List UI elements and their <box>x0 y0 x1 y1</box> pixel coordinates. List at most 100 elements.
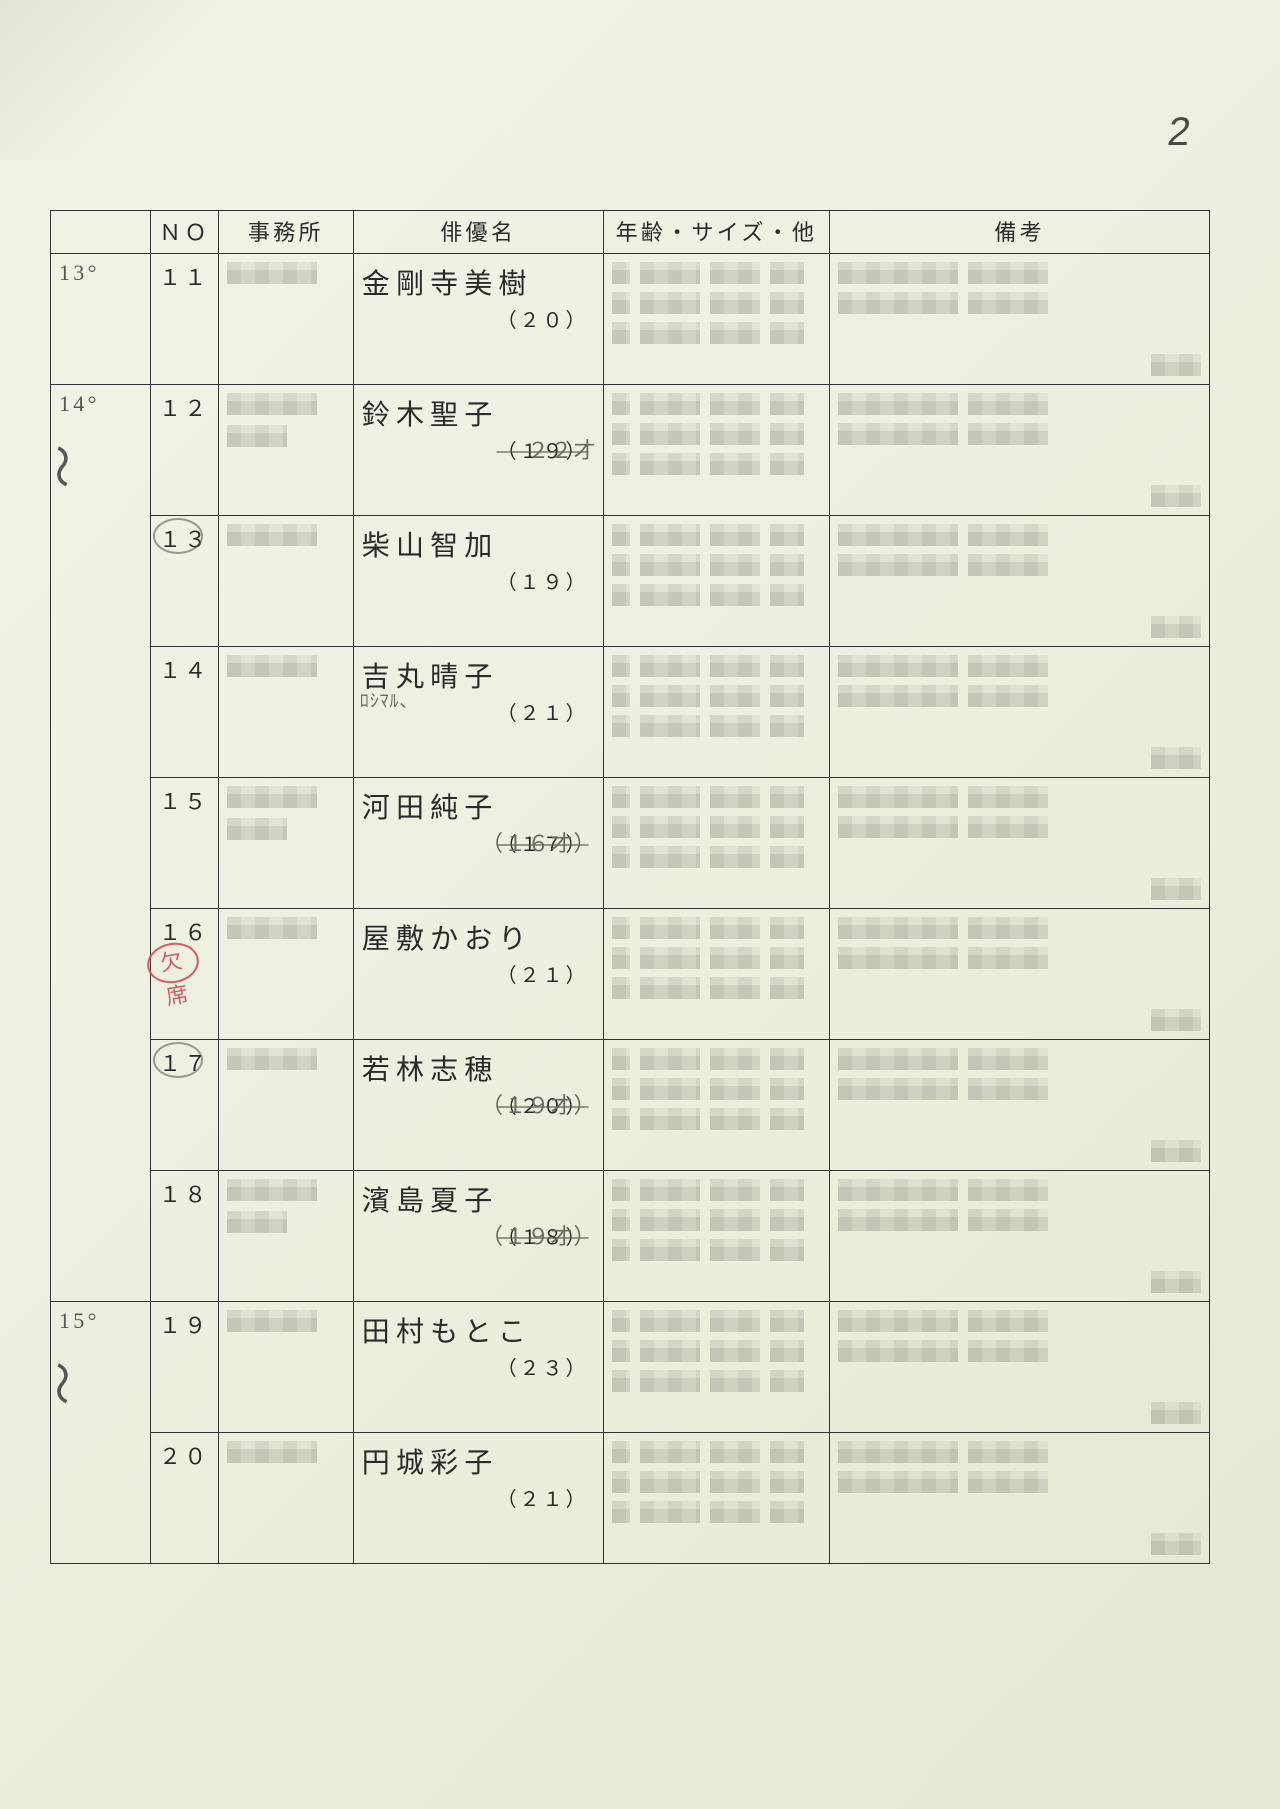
actor-name-cell: 田村もとこ（２３） <box>353 1302 603 1433</box>
actor-age-printed: （２１） <box>362 1483 589 1512</box>
actor-name-cell: 金剛寺美樹（２０） <box>353 254 603 385</box>
actor-name: 河田純子 <box>362 786 595 826</box>
note-cell-redacted <box>830 1302 1210 1433</box>
table-row: 13° １１ 金剛寺美樹（２０） <box>51 254 1210 385</box>
age-size-cell-redacted <box>603 1171 830 1302</box>
office-cell-redacted <box>218 909 353 1040</box>
actor-name: 濱島夏子 <box>362 1179 595 1219</box>
row-number: １９ <box>150 1302 218 1433</box>
actor-age-handwritten: （１９才） <box>481 1088 597 1120</box>
header-time <box>51 211 151 254</box>
header-note: 備考 <box>830 211 1210 254</box>
note-cell-redacted <box>830 647 1210 778</box>
age-size-cell-redacted <box>603 1302 830 1433</box>
office-cell-redacted <box>218 516 353 647</box>
row-number: １３ <box>150 516 218 647</box>
header-office: 事務所 <box>218 211 353 254</box>
time-slot: 15°〜 <box>51 1302 151 1564</box>
time-slot-label: 14° <box>59 391 100 416</box>
office-cell-redacted <box>218 385 353 516</box>
row-number: １５ <box>150 778 218 909</box>
note-cell-redacted <box>830 254 1210 385</box>
time-slot: 14°〜 <box>51 385 151 1302</box>
roster-table: ＮＯ 事務所 俳優名 年齢・サイズ・他 備考 13° １１ 金剛寺美樹（２０） 14°… <box>50 210 1210 1564</box>
row-number: １７ <box>150 1040 218 1171</box>
table-row: 14°〜１２鈴木聖子（１９）２２才 <box>51 385 1210 516</box>
time-range-icon: 〜 <box>38 1360 83 1428</box>
office-cell-redacted <box>218 254 353 385</box>
actor-age-handwritten: ２２才 <box>527 433 596 465</box>
actor-name: 柴山智加 <box>362 524 595 564</box>
actor-age-printed: （２１） <box>362 959 589 988</box>
age-size-cell-redacted <box>603 647 830 778</box>
actor-age-printed: （１９） <box>362 566 589 595</box>
actor-name-handnote: ﾛｼﾏﾙ、 <box>360 687 419 713</box>
actor-name: 田村もとこ <box>362 1310 595 1350</box>
actor-name-cell: 若林志穂（２０）（１９才） <box>353 1040 603 1171</box>
note-cell-redacted <box>830 909 1210 1040</box>
header-age: 年齢・サイズ・他 <box>603 211 830 254</box>
table-row: １６欠席 屋敷かおり（２１） <box>51 909 1210 1040</box>
circled-number-icon <box>153 1042 203 1078</box>
note-cell-redacted <box>830 1433 1210 1564</box>
actor-age-handwritten: （１９才） <box>481 1219 597 1251</box>
actor-name-cell: 屋敷かおり（２１） <box>353 909 603 1040</box>
age-size-cell-redacted <box>603 909 830 1040</box>
circled-number-icon <box>153 518 203 554</box>
actor-age-printed: （２０） <box>362 304 589 333</box>
note-cell-redacted <box>830 778 1210 909</box>
time-slot: 13° <box>51 254 151 385</box>
header-row: ＮＯ 事務所 俳優名 年齢・サイズ・他 備考 <box>51 211 1210 254</box>
table-row: １４ 吉丸晴子（２１）ﾛｼﾏﾙ、 <box>51 647 1210 778</box>
absent-stamp-icon: 欠席 <box>144 939 202 987</box>
time-slot-label: 15° <box>59 1308 100 1333</box>
actor-name: 屋敷かおり <box>362 917 595 957</box>
time-slot-label: 13° <box>59 260 100 285</box>
row-number: ２０ <box>150 1433 218 1564</box>
table-row: １８ 濱島夏子（１８）（１９才） <box>51 1171 1210 1302</box>
note-cell-redacted <box>830 1040 1210 1171</box>
actor-name-cell: 円城彩子（２１） <box>353 1433 603 1564</box>
header-no: ＮＯ <box>150 211 218 254</box>
table-row: 15°〜１９田村もとこ（２３） <box>51 1302 1210 1433</box>
office-cell-redacted <box>218 647 353 778</box>
table-row: １３ 柴山智加（１９） <box>51 516 1210 647</box>
age-size-cell-redacted <box>603 385 830 516</box>
row-number: １８ <box>150 1171 218 1302</box>
office-cell-redacted <box>218 778 353 909</box>
age-size-cell-redacted <box>603 1433 830 1564</box>
age-size-cell-redacted <box>603 516 830 647</box>
row-number: １６欠席 <box>150 909 218 1040</box>
actor-name-cell: 濱島夏子（１８）（１９才） <box>353 1171 603 1302</box>
row-number: １２ <box>150 385 218 516</box>
note-cell-redacted <box>830 385 1210 516</box>
age-size-cell-redacted <box>603 1040 830 1171</box>
actor-age-handwritten: （１６才） <box>481 826 597 858</box>
time-range-icon: 〜 <box>38 443 83 511</box>
row-number: １４ <box>150 647 218 778</box>
actor-name-cell: 鈴木聖子（１９）２２才 <box>353 385 603 516</box>
scanned-paper: 2 ＮＯ 事務所 俳優名 年齢・サイズ・他 備考 13°１１金剛寺美樹（２０）1… <box>0 0 1280 1809</box>
actor-name: 金剛寺美樹 <box>362 262 595 302</box>
office-cell-redacted <box>218 1040 353 1171</box>
age-size-cell-redacted <box>603 254 830 385</box>
note-cell-redacted <box>830 1171 1210 1302</box>
note-cell-redacted <box>830 516 1210 647</box>
actor-name-cell: 河田純子（１７）（１６才） <box>353 778 603 909</box>
office-cell-redacted <box>218 1302 353 1433</box>
office-cell-redacted <box>218 1171 353 1302</box>
actor-name: 円城彩子 <box>362 1441 595 1481</box>
actor-name: 若林志穂 <box>362 1048 595 1088</box>
actor-age-printed: （２３） <box>362 1352 589 1381</box>
age-size-cell-redacted <box>603 778 830 909</box>
actor-name-cell: 柴山智加（１９） <box>353 516 603 647</box>
table-row: １７ 若林志穂（２０）（１９才） <box>51 1040 1210 1171</box>
row-number: １１ <box>150 254 218 385</box>
actor-name: 鈴木聖子 <box>362 393 595 433</box>
table-row: ２０ 円城彩子（２１） <box>51 1433 1210 1564</box>
actor-name-cell: 吉丸晴子（２１）ﾛｼﾏﾙ、 <box>353 647 603 778</box>
page-number: 2 <box>1165 110 1194 155</box>
paper-fold-shadow <box>0 0 220 160</box>
header-name: 俳優名 <box>353 211 603 254</box>
office-cell-redacted <box>218 1433 353 1564</box>
